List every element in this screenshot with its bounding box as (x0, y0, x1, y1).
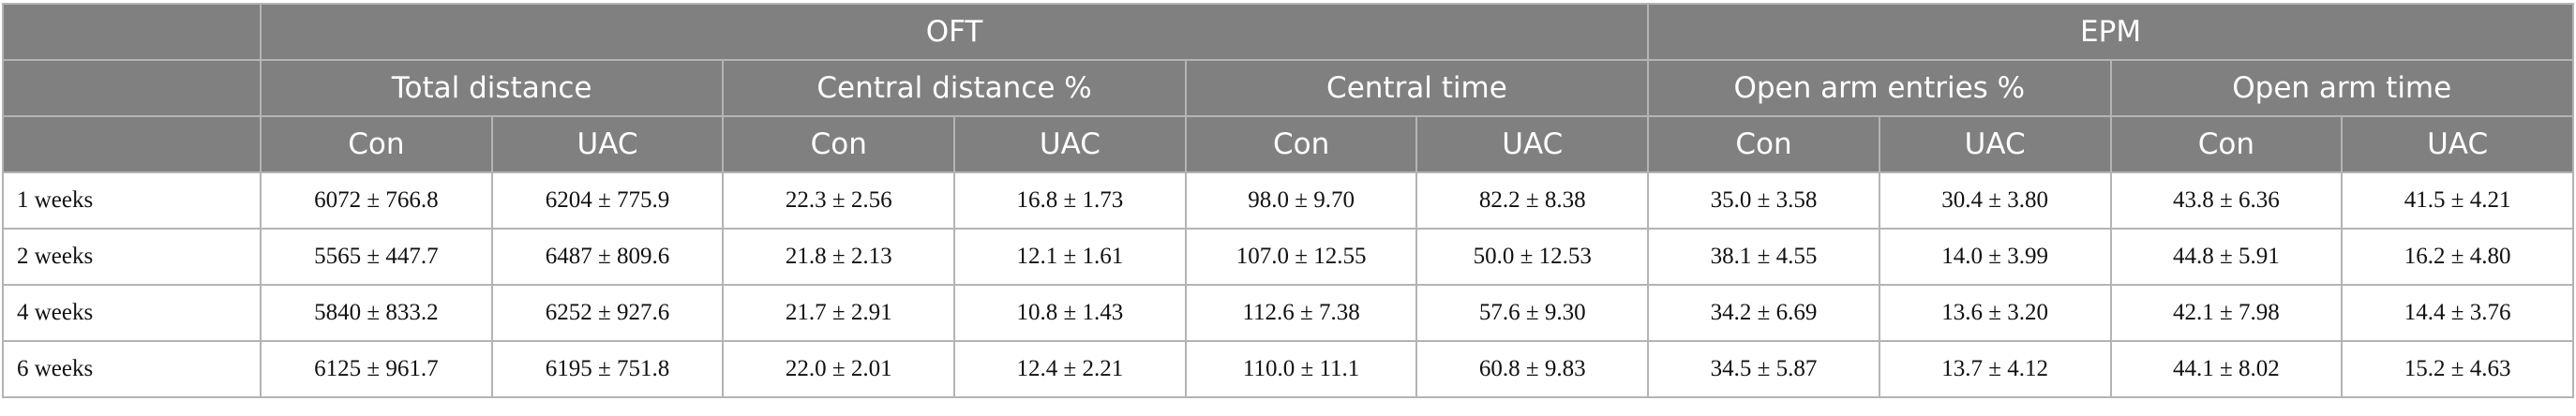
data-cell: 15.2 ± 4.63 (2341, 340, 2574, 398)
data-cell: 10.8 ± 1.43 (953, 284, 1187, 342)
data-cell: 42.1 ± 7.98 (2109, 284, 2344, 342)
data-cell: 98.0 ± 9.70 (1184, 171, 1418, 230)
data-cell: 5565 ± 447.7 (260, 228, 493, 286)
row-label: 1 weeks (2, 171, 262, 230)
data-cell: 14.0 ± 3.99 (1878, 228, 2112, 286)
subgroup-header: Con (1647, 115, 1880, 173)
data-cell: 44.1 ± 8.02 (2109, 340, 2344, 398)
data-cell: 12.1 ± 1.61 (953, 228, 1187, 286)
data-row: 6 weeks 6125 ± 961.7 6195 ± 751.8 22.0 ± 2.… (2, 340, 2574, 398)
data-cell: 16.8 ± 1.73 (953, 171, 1187, 230)
measure-header: Open arm entries % (1647, 59, 2112, 117)
measure-header: Open arm time (2109, 59, 2574, 117)
group-header: EPM (1647, 3, 2574, 61)
data-row: 1 weeks 6072 ± 766.8 6204 ± 775.9 22.3 ± 2.… (2, 171, 2574, 230)
data-cell: 112.6 ± 7.38 (1184, 284, 1418, 342)
measure-header: Central time (1184, 59, 1650, 117)
measure-header: Total distance (259, 59, 725, 117)
corner-cell (2, 3, 262, 61)
data-cell: 21.7 ± 2.91 (722, 284, 956, 342)
data-cell: 22.3 ± 2.56 (722, 171, 956, 230)
data-cell: 13.7 ± 4.12 (1878, 340, 2112, 398)
row-label: 2 weeks (2, 228, 262, 286)
data-cell: 110.0 ± 11.1 (1184, 340, 1418, 398)
data-cell: 12.4 ± 2.21 (953, 340, 1187, 398)
data-cell: 43.8 ± 6.36 (2109, 171, 2344, 230)
header-row: Total distance Central distance % Central … (2, 59, 2574, 117)
data-cell: 57.6 ± 9.30 (1415, 284, 1650, 342)
data-cell: 34.5 ± 5.87 (1647, 340, 1880, 398)
header-row: OFT EPM (2, 3, 2574, 61)
data-cell: 30.4 ± 3.80 (1878, 171, 2112, 230)
corner-cell (2, 115, 262, 173)
data-cell: 60.8 ± 9.83 (1415, 340, 1650, 398)
header-row: Con UAC Con UAC Con UAC Con UAC Con UAC (2, 115, 2574, 173)
subgroup-header: UAC (953, 115, 1187, 173)
subgroup-header: UAC (1415, 115, 1650, 173)
subgroup-header: Con (260, 115, 493, 173)
data-cell: 41.5 ± 4.21 (2341, 171, 2574, 230)
data-cell: 107.0 ± 12.55 (1184, 228, 1418, 286)
subgroup-header: UAC (490, 115, 725, 173)
data-cell: 82.2 ± 8.38 (1415, 171, 1650, 230)
data-table: OFT EPM Total distance Central distance % Ce… (2, 3, 2574, 398)
row-label: 6 weeks (2, 340, 262, 398)
data-cell: 35.0 ± 3.58 (1647, 171, 1880, 230)
subgroup-header: UAC (2341, 115, 2574, 173)
data-cell: 6252 ± 927.6 (490, 284, 725, 342)
group-header: OFT (259, 3, 1650, 61)
data-cell: 6195 ± 751.8 (490, 340, 725, 398)
data-cell: 21.8 ± 2.13 (722, 228, 956, 286)
row-label: 4 weeks (2, 284, 262, 342)
data-cell: 50.0 ± 12.53 (1415, 228, 1650, 286)
data-cell: 13.6 ± 3.20 (1878, 284, 2112, 342)
data-cell: 6125 ± 961.7 (260, 340, 493, 398)
data-cell: 6487 ± 809.6 (490, 228, 725, 286)
page: OFT EPM Total distance Central distance % Ce… (0, 3, 2576, 416)
subgroup-header: Con (2109, 115, 2344, 173)
subgroup-header: UAC (1878, 115, 2112, 173)
corner-cell (2, 59, 262, 117)
data-cell: 6072 ± 766.8 (260, 171, 493, 230)
data-row: 4 weeks 5840 ± 833.2 6252 ± 927.6 21.7 ± 2.… (2, 284, 2574, 342)
subgroup-header: Con (722, 115, 956, 173)
data-cell: 16.2 ± 4.80 (2341, 228, 2574, 286)
data-cell: 44.8 ± 5.91 (2109, 228, 2344, 286)
data-cell: 14.4 ± 3.76 (2341, 284, 2574, 342)
data-cell: 34.2 ± 6.69 (1647, 284, 1880, 342)
data-cell: 22.0 ± 2.01 (722, 340, 956, 398)
data-cell: 38.1 ± 4.55 (1647, 228, 1880, 286)
data-row: 2 weeks 5565 ± 447.7 6487 ± 809.6 21.8 ± 2.… (2, 228, 2574, 286)
data-cell: 6204 ± 775.9 (490, 171, 725, 230)
data-cell: 5840 ± 833.2 (260, 284, 493, 342)
measure-header: Central distance % (722, 59, 1187, 117)
subgroup-header: Con (1184, 115, 1418, 173)
